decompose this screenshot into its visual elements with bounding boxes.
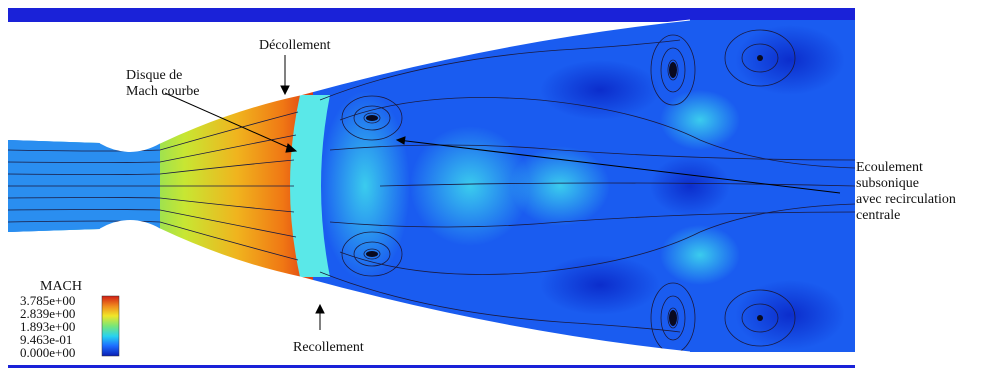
- colorbar-tick: 1.893e+00: [20, 319, 76, 334]
- streamlines: [8, 39, 855, 333]
- colorbar-tick: 3.785e+00: [20, 293, 76, 308]
- vortex-cores: [366, 55, 763, 326]
- colorbar-tick: 2.839e+00: [20, 306, 76, 321]
- label-ecoulement-line4: centrale: [856, 208, 901, 223]
- lower-outer-region: [8, 220, 855, 364]
- label-disque-line1: Disque de: [126, 68, 183, 83]
- bottom-wall: [8, 365, 855, 368]
- label-ecoulement-line3: avec recirculation: [856, 192, 956, 207]
- label-recollement: Recollement: [293, 340, 364, 355]
- colorbar-tick: 9.463e-01: [20, 332, 73, 347]
- mach-colorbar: [101, 295, 120, 357]
- label-disque-line2: Mach courbe: [126, 84, 200, 99]
- upper-outer-region: [8, 22, 690, 152]
- colorbar-title: MACH: [40, 279, 83, 294]
- colorbar-tick: 0.000e+00: [20, 345, 76, 360]
- annotation-arrows: [164, 55, 841, 330]
- top-wall: [8, 8, 855, 22]
- label-ecoulement-line2: subsonique: [856, 176, 919, 191]
- label-decollement: Décollement: [259, 38, 331, 53]
- recirculation-vortices: [341, 29, 796, 352]
- label-ecoulement-line1: Ecoulement: [856, 160, 923, 175]
